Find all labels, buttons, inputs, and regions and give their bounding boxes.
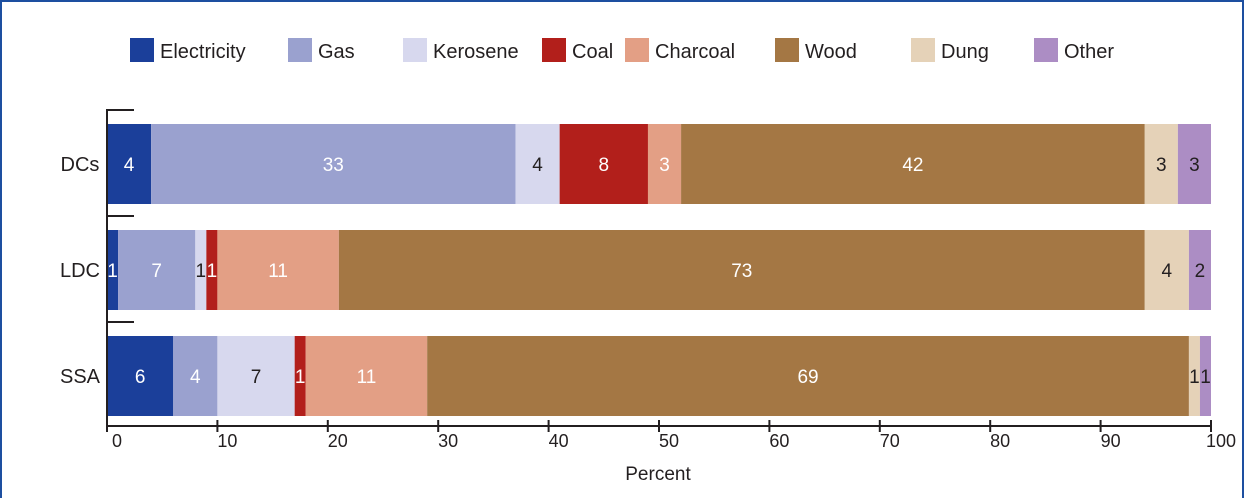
y-tick-label-ldc: LDC <box>60 260 100 282</box>
x-tick-label-20: 20 <box>328 431 348 451</box>
bar-segment-ssa-kerosene <box>217 336 295 416</box>
bar-segment-ssa-gas <box>173 336 218 416</box>
data-label-ssa-charcoal: 11 <box>357 367 377 388</box>
legend-label-kerosene: Kerosene <box>433 41 519 63</box>
legend-label-wood: Wood <box>805 41 857 63</box>
legend-label-gas: Gas <box>318 41 355 63</box>
y-tick-label-ssa: SSA <box>60 366 101 388</box>
legend: Electricity Gas Kerosene Coal Charcoal Wood Du… <box>130 38 1114 63</box>
bar-segment-ldc-other <box>1188 230 1211 310</box>
legend-label-charcoal: Charcoal <box>655 41 735 63</box>
data-label-ldc-other: 2 <box>1195 261 1206 282</box>
bar-segment-ldc-dung <box>1144 230 1189 310</box>
x-tick-label-40: 40 <box>549 431 569 451</box>
data-label-ldc-wood: 73 <box>731 261 752 282</box>
bar-segment-ssa-dung <box>1188 336 1200 416</box>
bar-segment-ssa-electricity <box>107 336 174 416</box>
bar-segment-ldc-gas <box>118 230 196 310</box>
x-tick-label-100: 100 <box>1206 431 1236 451</box>
legend-swatch-wood <box>775 38 799 62</box>
bar-segment-dcs-other <box>1177 124 1211 204</box>
legend-swatch-dung <box>911 38 935 62</box>
legend-swatch-electricity <box>130 38 154 62</box>
legend-label-coal: Coal <box>572 41 613 63</box>
data-label-dcs-charcoal: 3 <box>659 155 670 176</box>
data-label-dcs-electricity: 4 <box>124 155 135 176</box>
data-label-ldc-kerosene: 1 <box>196 261 207 282</box>
bar-segment-dcs-electricity <box>107 124 152 204</box>
legend-swatch-charcoal <box>625 38 649 62</box>
bar-segment-ssa-other <box>1199 336 1211 416</box>
legend-swatch-gas <box>288 38 312 62</box>
data-label-ldc-charcoal: 11 <box>268 261 288 282</box>
bar-segment-dcs-charcoal <box>647 124 682 204</box>
bars: 4 33 4 8 3 42 3 31 7 1 1 11 73 4 26 4 7 1 11 69 1 1 <box>107 124 1211 416</box>
data-label-dcs-coal: 8 <box>599 155 610 176</box>
bar-segment-ssa-coal <box>294 336 306 416</box>
x-tick-label-80: 80 <box>990 431 1010 451</box>
data-label-ssa-kerosene: 7 <box>251 367 262 388</box>
data-label-dcs-other: 3 <box>1189 155 1200 176</box>
legend-swatch-kerosene <box>403 38 427 62</box>
bar-segment-dcs-dung <box>1144 124 1178 204</box>
bar-segment-dcs-gas <box>151 124 516 204</box>
bar-segment-dcs-wood <box>681 124 1145 204</box>
bar-segment-ldc-coal <box>206 230 218 310</box>
bar-segment-ldc-charcoal <box>217 230 339 310</box>
data-label-dcs-gas: 33 <box>323 155 344 176</box>
x-axis-label: Percent <box>625 464 691 485</box>
bar-segment-ssa-wood <box>427 336 1189 416</box>
data-label-ssa-wood: 69 <box>797 367 818 388</box>
x-tick-label-50: 50 <box>659 431 679 451</box>
data-label-ldc-dung: 4 <box>1162 261 1173 282</box>
bar-segment-ldc-electricity <box>107 230 119 310</box>
legend-swatch-coal <box>542 38 566 62</box>
data-label-ldc-coal: 1 <box>207 261 218 282</box>
data-label-dcs-kerosene: 4 <box>532 155 543 176</box>
x-tick-label-90: 90 <box>1101 431 1121 451</box>
bar-segment-ssa-charcoal <box>305 336 428 416</box>
bar-segment-ldc-kerosene <box>195 230 207 310</box>
data-label-ldc-gas: 7 <box>151 261 162 282</box>
bar-segment-dcs-coal <box>559 124 648 204</box>
data-label-dcs-dung: 3 <box>1156 155 1167 176</box>
x-tick-label-0: 0 <box>112 431 122 451</box>
data-label-ssa-gas: 4 <box>190 367 201 388</box>
legend-label-electricity: Electricity <box>160 41 246 63</box>
legend-label-dung: Dung <box>941 41 989 63</box>
x-tick-label-30: 30 <box>438 431 458 451</box>
bar-segment-dcs-kerosene <box>515 124 560 204</box>
bar-segment-ldc-wood <box>338 230 1145 310</box>
x-tick-label-10: 10 <box>217 431 237 451</box>
data-label-ssa-coal: 1 <box>295 367 306 388</box>
data-label-ssa-dung: 1 <box>1189 367 1200 388</box>
data-label-ldc-electricity: 1 <box>107 261 118 282</box>
data-label-ssa-other: 1 <box>1200 367 1211 388</box>
data-label-dcs-wood: 42 <box>902 155 923 176</box>
axes: DCs LDC SSA 0 10 20 30 40 50 60 70 80 90 100 <box>60 109 1236 451</box>
legend-swatch-other <box>1034 38 1058 62</box>
x-tick-label-60: 60 <box>769 431 789 451</box>
data-label-ssa-electricity: 6 <box>135 367 146 388</box>
legend-label-other: Other <box>1064 41 1114 63</box>
y-tick-label-dcs: DCs <box>61 154 100 176</box>
x-tick-label-70: 70 <box>880 431 900 451</box>
